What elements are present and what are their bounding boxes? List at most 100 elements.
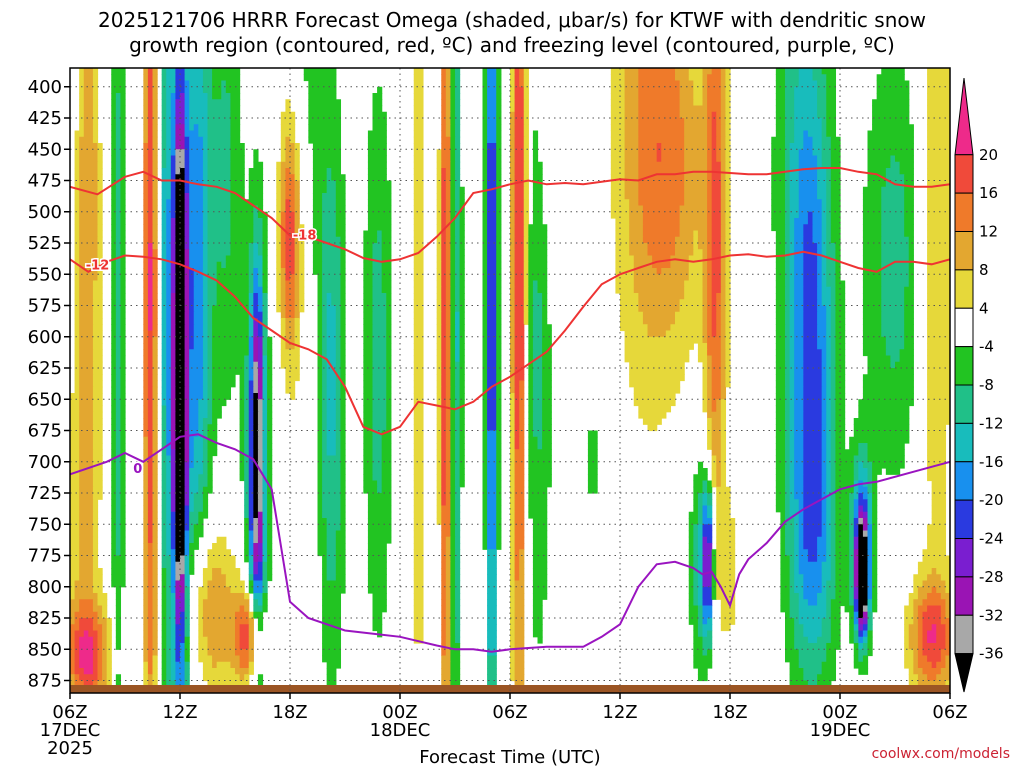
- omega-cell: [441, 305, 447, 313]
- omega-cell: [115, 249, 122, 257]
- omega-cell: [817, 330, 827, 338]
- omega-cell: [253, 380, 259, 388]
- omega-cell: [413, 499, 424, 507]
- omega-cell: [785, 93, 795, 100]
- omega-cell: [143, 218, 149, 225]
- omega-cell: [821, 68, 837, 75]
- omega-cell: [482, 518, 488, 525]
- omega-cell: [496, 455, 502, 463]
- omega-cell: [927, 386, 950, 394]
- omega-cell: [152, 530, 158, 538]
- omega-cell: [514, 311, 525, 319]
- omega-cell: [487, 443, 497, 450]
- omega-cell: [794, 436, 804, 444]
- omega-cell: [885, 343, 905, 350]
- omega-cell: [450, 255, 456, 263]
- omega-cell: [849, 568, 855, 575]
- omega-cell: [335, 574, 346, 582]
- omega-cell: [725, 86, 731, 94]
- omega-cell: [170, 405, 177, 413]
- omega-cell: [542, 443, 552, 450]
- omega-cell: [936, 568, 950, 575]
- omega-cell: [615, 236, 630, 244]
- omega-cell: [436, 224, 442, 232]
- omega-cell: [193, 505, 204, 513]
- omega-cell: [331, 299, 342, 307]
- omega-cell: [207, 374, 213, 382]
- omega-cell: [587, 455, 598, 463]
- omega-cell: [775, 236, 786, 244]
- omega-cell: [528, 243, 548, 250]
- omega-cell: [92, 411, 103, 419]
- omega-cell: [826, 230, 832, 238]
- omega-cell: [147, 168, 154, 175]
- omega-cell: [184, 199, 190, 207]
- omega-cell: [459, 293, 465, 300]
- omega-cell: [97, 218, 103, 225]
- omega-cell: [326, 355, 337, 363]
- omega-cell: [638, 143, 658, 150]
- omega-cell: [523, 93, 529, 100]
- omega-cell: [161, 324, 167, 332]
- omega-cell: [202, 574, 213, 582]
- omega-cell: [248, 418, 254, 425]
- omega-cell: [166, 80, 177, 88]
- omega-cell: [817, 93, 827, 100]
- omega-cell: [175, 349, 186, 357]
- omega-cell: [147, 424, 154, 432]
- omega-cell: [830, 199, 841, 207]
- omega-cell: [835, 430, 846, 438]
- omega-cell: [459, 436, 465, 444]
- omega-cell: [927, 274, 950, 282]
- omega-cell: [482, 524, 488, 532]
- omega-cell: [514, 336, 525, 344]
- omega-cell: [624, 124, 639, 132]
- omega-cell: [862, 286, 882, 294]
- omega-cell: [707, 186, 713, 194]
- omega-cell: [290, 274, 296, 282]
- omega-cell: [441, 143, 452, 150]
- omega-cell: [239, 424, 245, 432]
- omega-cell: [872, 480, 878, 488]
- omega-cell: [487, 449, 497, 457]
- omega-cell: [92, 305, 103, 313]
- omega-cell: [202, 505, 209, 513]
- omega-cell: [285, 99, 291, 107]
- omega-cell: [184, 68, 204, 75]
- omega-cell: [166, 386, 172, 394]
- omega-cell: [111, 511, 117, 519]
- omega-cell: [308, 111, 342, 119]
- omega-cell: [115, 136, 122, 144]
- omega-cell: [184, 443, 190, 450]
- omega-cell: [120, 124, 126, 132]
- omega-cell: [147, 243, 154, 250]
- omega-cell: [441, 74, 447, 82]
- omega-cell: [170, 561, 177, 569]
- omega-cell: [202, 261, 209, 269]
- omega-cell: [312, 186, 328, 194]
- omega-cell: [335, 436, 342, 444]
- omega-cell: [92, 80, 99, 88]
- omega-cell: [97, 143, 103, 150]
- omega-cell: [147, 80, 154, 88]
- omega-cell: [826, 449, 832, 457]
- omega-cell: [532, 424, 543, 432]
- omega-cell: [496, 524, 502, 532]
- omega-cell: [679, 86, 694, 94]
- omega-cell: [436, 518, 442, 525]
- omega-cell: [862, 311, 882, 319]
- omega-cell: [858, 499, 869, 507]
- omega-cell: [143, 511, 149, 519]
- omega-cell: [684, 124, 708, 132]
- omega-cell: [372, 418, 387, 425]
- omega-cell: [317, 286, 323, 294]
- omega-cell: [340, 374, 346, 382]
- omega-cell: [253, 561, 259, 569]
- omega-cell: [248, 330, 254, 338]
- omega-cell: [170, 261, 177, 269]
- omega-cell: [152, 330, 158, 338]
- omega-cell: [785, 299, 791, 307]
- omega-cell: [147, 274, 154, 282]
- omega-cell: [510, 405, 516, 413]
- omega-cell: [294, 249, 300, 257]
